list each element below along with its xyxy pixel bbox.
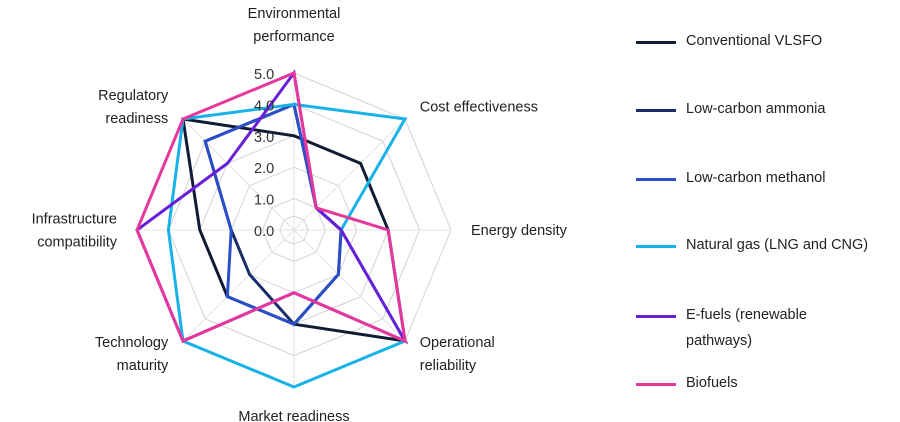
legend-label-line: E-fuels (renewable xyxy=(686,307,807,323)
legend-label-line: Low-carbon methanol xyxy=(686,170,826,186)
tick-label: 1.0 xyxy=(254,193,274,209)
legend-swatch xyxy=(636,178,676,181)
legend: Conventional VLSFO Low-carbon ammonia Low-… xyxy=(636,0,900,422)
grid-spoke-1 xyxy=(293,118,406,231)
legend-item: Conventional VLSFO xyxy=(636,32,896,54)
tick-label: 3.0 xyxy=(254,130,274,146)
grid-spoke-7 xyxy=(182,118,295,231)
legend-label-line: Natural gas (LNG and CNG) xyxy=(686,237,869,253)
axis-label: Market readiness xyxy=(238,409,349,422)
tick-label: 0.0 xyxy=(254,224,274,240)
legend-label-line: Low-carbon ammonia xyxy=(686,101,826,117)
legend-label: Biofuels xyxy=(686,370,896,396)
tick-label: 4.0 xyxy=(254,98,274,114)
series-line-3 xyxy=(166,102,408,389)
legend-label: Low-carbon methanol xyxy=(686,165,896,191)
grid-spoke-5 xyxy=(182,229,295,342)
legend-label-line: Conventional VLSFO xyxy=(686,33,823,49)
legend-label: E-fuels (renewable pathways) xyxy=(686,302,896,354)
legend-swatch xyxy=(636,109,676,112)
tick-label: 2.0 xyxy=(254,161,274,177)
legend-swatch xyxy=(636,245,676,248)
legend-label: Low-carbon ammonia xyxy=(686,96,896,122)
legend-swatch xyxy=(636,315,676,318)
series-line-5 xyxy=(135,70,407,344)
axis-label: Energy density xyxy=(471,223,568,239)
axis-label: Infrastructure compatibility xyxy=(32,212,118,251)
grid-spoke-3 xyxy=(293,229,406,342)
legend-label-line: pathways) xyxy=(686,333,753,349)
axis-label: Technology maturity xyxy=(95,335,169,374)
tick-label: 5.0 xyxy=(254,67,274,83)
axis-label: Regulatory readiness xyxy=(98,88,169,127)
radar-series xyxy=(135,69,409,389)
legend-swatch xyxy=(636,383,676,386)
legend-item: Low-carbon methanol xyxy=(636,169,896,191)
legend-swatch xyxy=(636,41,676,44)
legend-item: Natural gas (LNG and CNG) xyxy=(636,236,896,258)
axis-label: Cost effectiveness xyxy=(420,99,538,115)
legend-label: Natural gas (LNG and CNG) xyxy=(686,232,896,258)
axis-label: Environmental performance xyxy=(248,6,341,45)
legend-item: E-fuels (renewable pathways) xyxy=(636,306,896,354)
legend-item: Biofuels xyxy=(636,374,896,396)
legend-label: Conventional VLSFO xyxy=(686,28,896,54)
legend-item: Low-carbon ammonia xyxy=(636,100,896,122)
axis-label: Operational reliability xyxy=(420,335,495,374)
legend-label-line: Biofuels xyxy=(686,375,738,391)
radar-labels: 0.0 1.0 2.0 3.0 4.0 5.0 Environmental performan… xyxy=(32,6,568,422)
